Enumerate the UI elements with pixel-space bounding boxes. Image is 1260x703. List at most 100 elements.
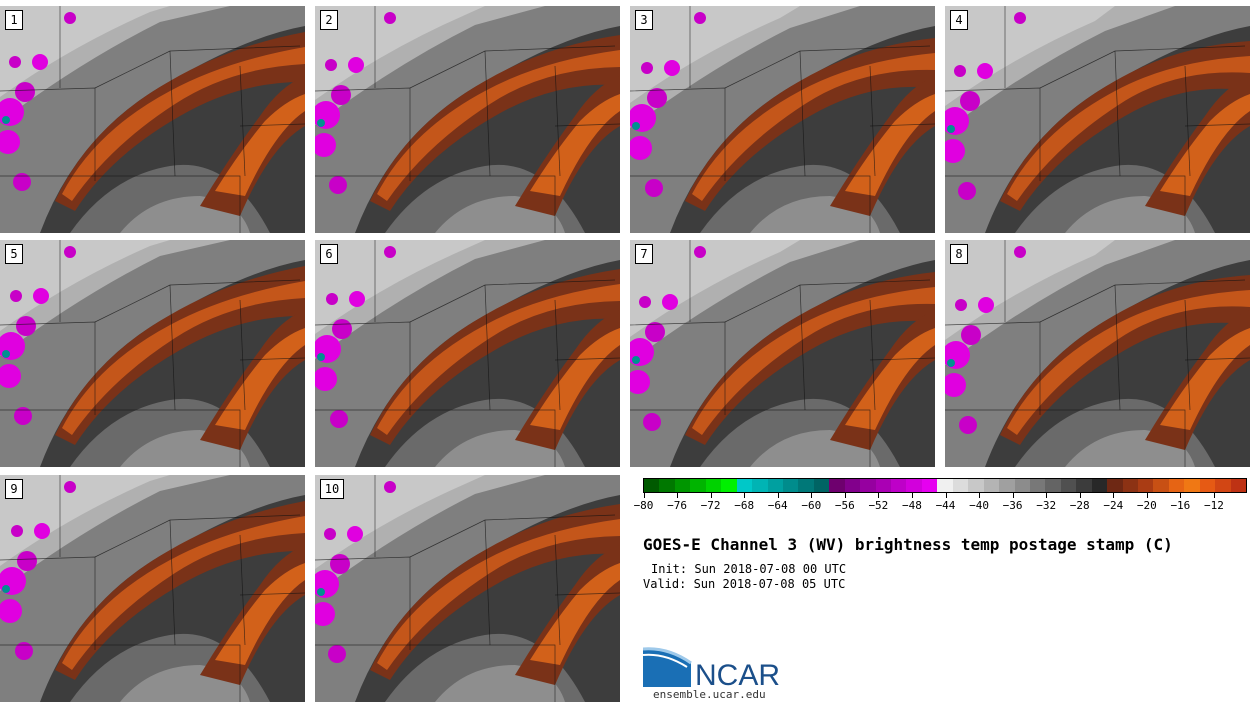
colorbar-tick-label: −80 bbox=[633, 499, 654, 512]
colorbar-swatch bbox=[674, 479, 691, 492]
stamp-panel: 5 bbox=[0, 240, 305, 467]
colorbar-tick-label: −64 bbox=[767, 499, 788, 512]
stamp-panel: 4 bbox=[945, 6, 1250, 233]
colorbar-swatch bbox=[1199, 479, 1216, 492]
colorbar-tick bbox=[911, 493, 913, 498]
colorbar-swatch bbox=[921, 479, 938, 492]
colorbar-swatch bbox=[752, 479, 768, 492]
colorbar-tick-label: −20 bbox=[1136, 499, 1157, 512]
member-number-label: 1 bbox=[5, 10, 23, 30]
colorbar-tick bbox=[979, 493, 981, 498]
colorbar-swatch bbox=[875, 479, 891, 492]
colorbar-swatch bbox=[798, 479, 814, 492]
colorbar-tick-labels: −80 −76 −72 −68 −64 −60 −56 −52 −48 −44 −40 −36 −32−… bbox=[634, 493, 1247, 513]
colorbar-swatch bbox=[813, 479, 830, 492]
colorbar-swatch bbox=[1014, 479, 1030, 492]
wv-map bbox=[630, 240, 935, 467]
stamp-panel: 9 bbox=[0, 475, 305, 702]
wv-map bbox=[315, 240, 620, 467]
member-number-label: 5 bbox=[5, 244, 23, 264]
stamp-panel: 3 bbox=[630, 6, 935, 233]
colorbar-swatch bbox=[1122, 479, 1138, 492]
ncar-logo: NCAR bbox=[643, 647, 780, 690]
colorbar-tick bbox=[1079, 493, 1081, 498]
colorbar-tick-label: −28 bbox=[1069, 499, 1090, 512]
colorbar-tick-label: −60 bbox=[801, 499, 822, 512]
logo-url: ensemble.ucar.edu bbox=[653, 688, 766, 701]
wv-map bbox=[0, 240, 305, 467]
colorbar-tick bbox=[1213, 493, 1215, 498]
wv-map bbox=[630, 6, 935, 233]
colorbar-swatch bbox=[860, 479, 876, 492]
colorbar-tick-label: −72 bbox=[700, 499, 721, 512]
colorbar-swatch bbox=[690, 479, 706, 492]
colorbar-tick bbox=[777, 493, 779, 498]
colorbar-tick-label: −48 bbox=[902, 499, 922, 512]
colorbar-tick-label: −12 bbox=[1204, 499, 1224, 512]
member-number-label: 2 bbox=[320, 10, 338, 30]
colorbar-tick-label: −76 bbox=[667, 499, 687, 512]
wv-map bbox=[945, 6, 1250, 233]
member-number-label: 10 bbox=[320, 479, 344, 499]
colorbar-tick-label: −32 bbox=[1036, 499, 1057, 512]
colorbar-swatch bbox=[1045, 479, 1061, 492]
init-time: Init: Sun 2018-07-08 00 UTC bbox=[651, 562, 847, 576]
wv-map bbox=[315, 475, 620, 702]
colorbar-tick-label: −56 bbox=[834, 499, 855, 512]
colorbar-swatch bbox=[1107, 479, 1123, 492]
colorbar-tick bbox=[1046, 493, 1048, 498]
colorbar-swatch bbox=[659, 479, 675, 492]
stamp-panel: 8 bbox=[945, 240, 1250, 467]
colorbar-tick bbox=[643, 493, 645, 498]
colorbar-swatch bbox=[1029, 479, 1046, 492]
colorbar-swatch bbox=[829, 479, 845, 492]
colorbar-swatch bbox=[891, 479, 907, 492]
colorbar-tick-label: −44 bbox=[935, 499, 956, 512]
colorbar-swatch bbox=[968, 479, 984, 492]
colorbar-swatch bbox=[736, 479, 753, 492]
member-number-label: 6 bbox=[320, 244, 338, 264]
member-number-label: 9 bbox=[5, 479, 23, 499]
colorbar-swatch bbox=[1138, 479, 1154, 492]
colorbar-tick bbox=[945, 493, 947, 498]
stamp-panel: 1 bbox=[0, 6, 305, 233]
colorbar-swatch bbox=[1184, 479, 1200, 492]
colorbar-swatch bbox=[937, 479, 953, 492]
stamp-panel: 2 bbox=[315, 6, 620, 233]
colorbar-swatch bbox=[999, 479, 1015, 492]
colorbar-tick bbox=[1113, 493, 1115, 498]
colorbar-swatch bbox=[1215, 479, 1231, 492]
colorbar-swatch bbox=[983, 479, 1000, 492]
colorbar-tick bbox=[677, 493, 679, 498]
colorbar-tick-label: −68 bbox=[734, 499, 755, 512]
wv-map bbox=[0, 475, 305, 702]
colorbar-swatch bbox=[906, 479, 922, 492]
wv-map bbox=[315, 6, 620, 233]
colorbar-swatch bbox=[721, 479, 737, 492]
valid-time: Valid: Sun 2018-07-08 05 UTC bbox=[643, 577, 846, 591]
colorbar-swatch bbox=[1153, 479, 1169, 492]
member-number-label: 8 bbox=[950, 244, 968, 264]
chart-title: GOES-E Channel 3 (WV) brightness temp po… bbox=[643, 535, 1173, 554]
colorbar-tick-label: −52 bbox=[868, 499, 889, 512]
colorbar-tick-label: −24 bbox=[1103, 499, 1124, 512]
colorbar-swatch bbox=[1230, 479, 1247, 492]
colorbar-tick bbox=[710, 493, 712, 498]
colorbar-tick-label: −40 bbox=[969, 499, 989, 512]
colorbar-swatch bbox=[844, 479, 861, 492]
colorbar-tick bbox=[878, 493, 880, 498]
colorbar-tick-label: −36 bbox=[1002, 499, 1023, 512]
colorbar-tick bbox=[844, 493, 846, 498]
colorbar-swatch bbox=[767, 479, 783, 492]
stamp-panel: 6 bbox=[315, 240, 620, 467]
member-number-label: 7 bbox=[635, 244, 653, 264]
colorbar-tick bbox=[811, 493, 813, 498]
colorbar-tick bbox=[1180, 493, 1182, 498]
colorbar-swatch bbox=[644, 479, 660, 492]
colorbar-tick-label: −16 bbox=[1170, 499, 1191, 512]
colorbar-swatch bbox=[1076, 479, 1092, 492]
stamp-panel: 7 bbox=[630, 240, 935, 467]
wv-map bbox=[0, 6, 305, 233]
member-number-label: 3 bbox=[635, 10, 653, 30]
colorbar-tick bbox=[1012, 493, 1014, 498]
